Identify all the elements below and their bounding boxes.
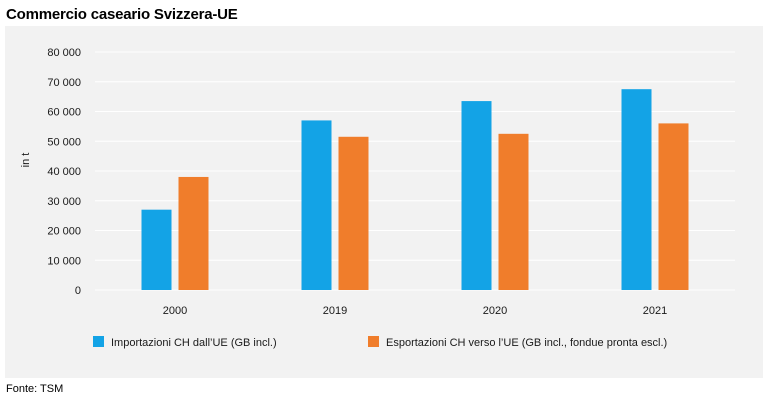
y-tick-label: 10 000 [47,255,81,267]
bar-exports-2021 [658,123,689,291]
y-tick-label: 50 000 [47,136,81,148]
y-tick-label: 0 [75,285,81,297]
y-tick-label: 30 000 [47,196,81,208]
x-tick-label: 2000 [163,305,187,317]
y-tick-label: 40 000 [47,166,81,178]
legend-label-exports: Esportazioni CH verso l’UE (GB incl., fo… [386,337,667,349]
bar-exports-2000 [178,176,209,290]
y-tick-label: 80 000 [47,47,81,59]
y-axis-label: in t [20,153,32,168]
x-tick-label: 2021 [643,305,667,317]
y-tick-label: 70 000 [47,77,81,89]
bar-imports-2000 [141,209,172,290]
legend-swatch-exports [368,336,379,347]
bar-imports-2020 [461,101,492,291]
legend-label-imports: Importazioni CH dall’UE (GB incl.) [111,337,277,349]
source-note: Fonte: TSM [6,383,64,395]
bar-exports-2020 [498,133,529,290]
x-tick-label: 2020 [483,305,507,317]
bar-exports-2019 [338,136,369,290]
x-tick-label: 2019 [323,305,347,317]
legend-swatch-imports [93,336,104,347]
bar-imports-2019 [301,120,332,290]
chart-title: Commercio caseario Svizzera-UE [6,6,238,23]
bar-imports-2021 [621,89,652,290]
y-tick-label: 60 000 [47,107,81,119]
y-tick-label: 20 000 [47,226,81,238]
